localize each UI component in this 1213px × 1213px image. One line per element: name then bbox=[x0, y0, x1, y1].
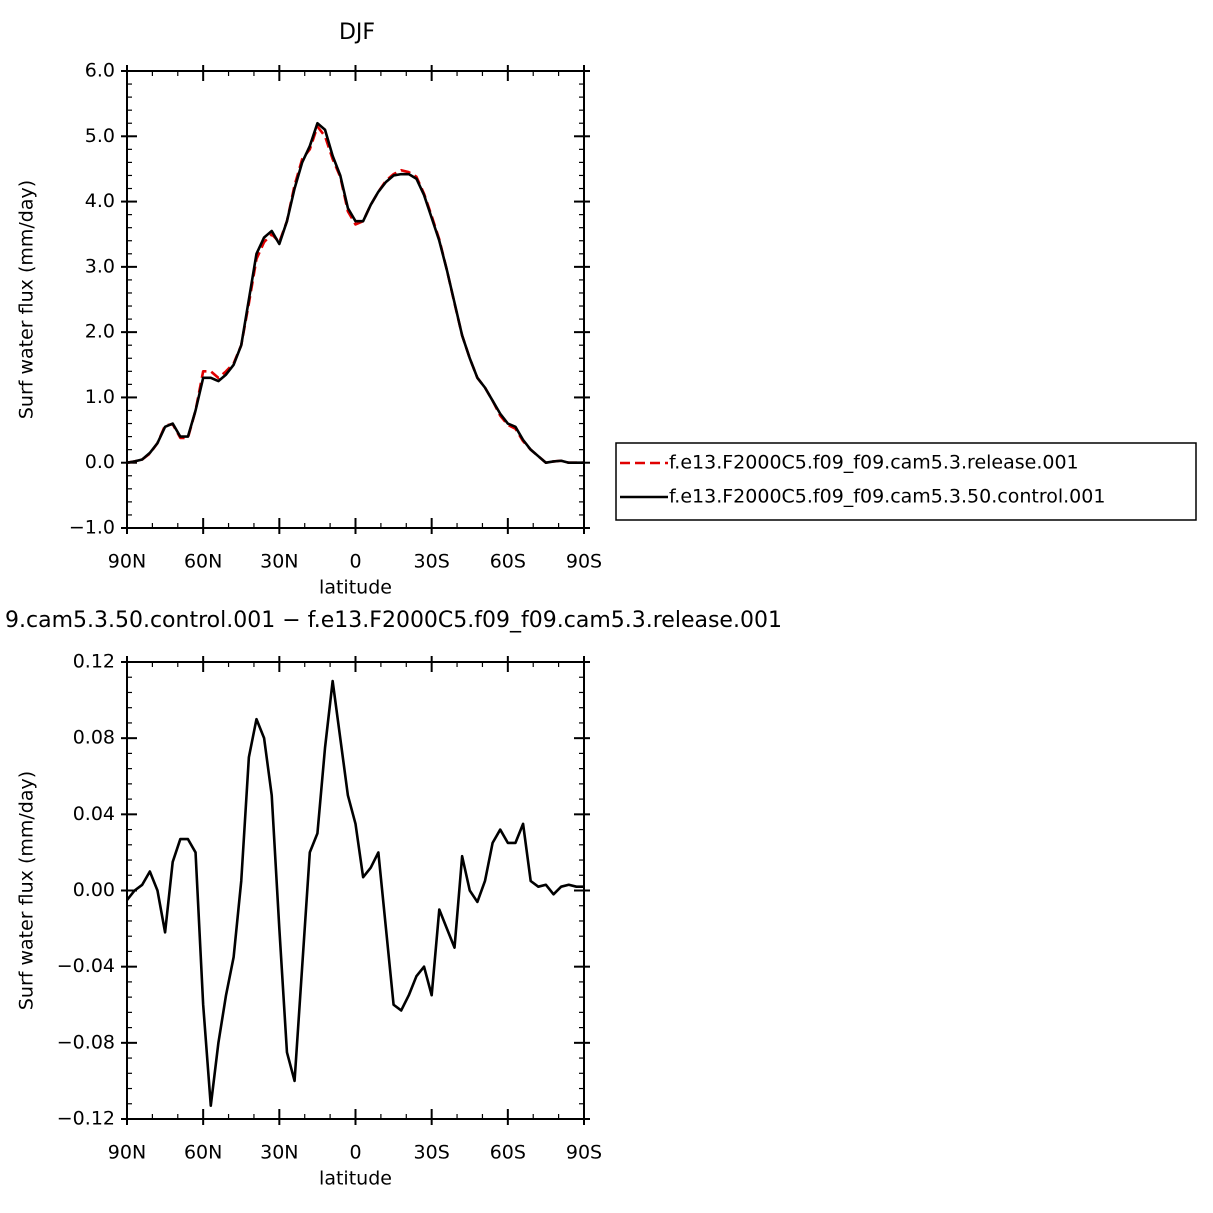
x-tick-label: 90S bbox=[566, 1142, 602, 1164]
x-tick-label: 60N bbox=[184, 1142, 222, 1164]
legend-label: f.e13.F2000C5.f09_f09.cam5.3.release.001 bbox=[669, 452, 1079, 474]
x-tick-label: 30N bbox=[260, 1142, 298, 1164]
chart-title: DJF bbox=[339, 20, 375, 45]
x-tick-label: 30S bbox=[414, 551, 450, 573]
x-tick-label: 90N bbox=[108, 551, 146, 573]
data-line bbox=[126, 125, 584, 465]
legend-box bbox=[615, 442, 1197, 521]
y-tick-label: 0.0 bbox=[85, 451, 115, 473]
y-axis-label: Surf water flux (mm/day) bbox=[16, 771, 38, 1010]
x-tick-label: 0 bbox=[349, 551, 361, 573]
y-tick-label: 6.0 bbox=[85, 60, 115, 82]
y-tick-label: 0.00 bbox=[73, 879, 115, 901]
chart-title: 9.cam5.3.50.control.001 − f.e13.F2000C5.… bbox=[5, 608, 782, 633]
data-line bbox=[125, 679, 584, 1107]
data-line bbox=[126, 121, 584, 465]
x-tick-label: 30N bbox=[260, 551, 298, 573]
x-tick-label: 30S bbox=[414, 1142, 450, 1164]
legend-label: f.e13.F2000C5.f09_f09.cam5.3.50.control.… bbox=[669, 486, 1105, 508]
y-tick-label: 1.0 bbox=[85, 386, 115, 408]
y-tick-label: 3.0 bbox=[85, 255, 115, 277]
plot-frame bbox=[126, 70, 585, 529]
x-tick-label: 60S bbox=[490, 1142, 526, 1164]
y-tick-label: 0.12 bbox=[73, 651, 115, 673]
x-tick-label: 0 bbox=[349, 1142, 361, 1164]
x-tick-label: 60N bbox=[184, 551, 222, 573]
legend: f.e13.F2000C5.f09_f09.cam5.3.release.001… bbox=[615, 442, 1197, 521]
y-tick-label: 5.0 bbox=[85, 125, 115, 147]
y-tick-label: −1.0 bbox=[69, 517, 115, 539]
y-tick-label: 0.04 bbox=[73, 803, 115, 825]
y-tick-label: −0.12 bbox=[57, 1108, 115, 1130]
y-axis-label: Surf water flux (mm/day) bbox=[16, 180, 38, 419]
y-tick-label: 2.0 bbox=[85, 321, 115, 343]
y-tick-label: 4.0 bbox=[85, 190, 115, 212]
y-tick-label: 0.08 bbox=[73, 727, 115, 749]
y-tick-label: −0.08 bbox=[57, 1031, 115, 1053]
x-tick-label: 60S bbox=[490, 551, 526, 573]
x-axis-label: latitude bbox=[319, 1168, 392, 1190]
y-tick-label: −0.04 bbox=[57, 955, 115, 977]
x-axis-label: latitude bbox=[319, 577, 392, 599]
x-tick-label: 90N bbox=[108, 1142, 146, 1164]
x-tick-label: 90S bbox=[566, 551, 602, 573]
plot-frame bbox=[126, 661, 585, 1120]
